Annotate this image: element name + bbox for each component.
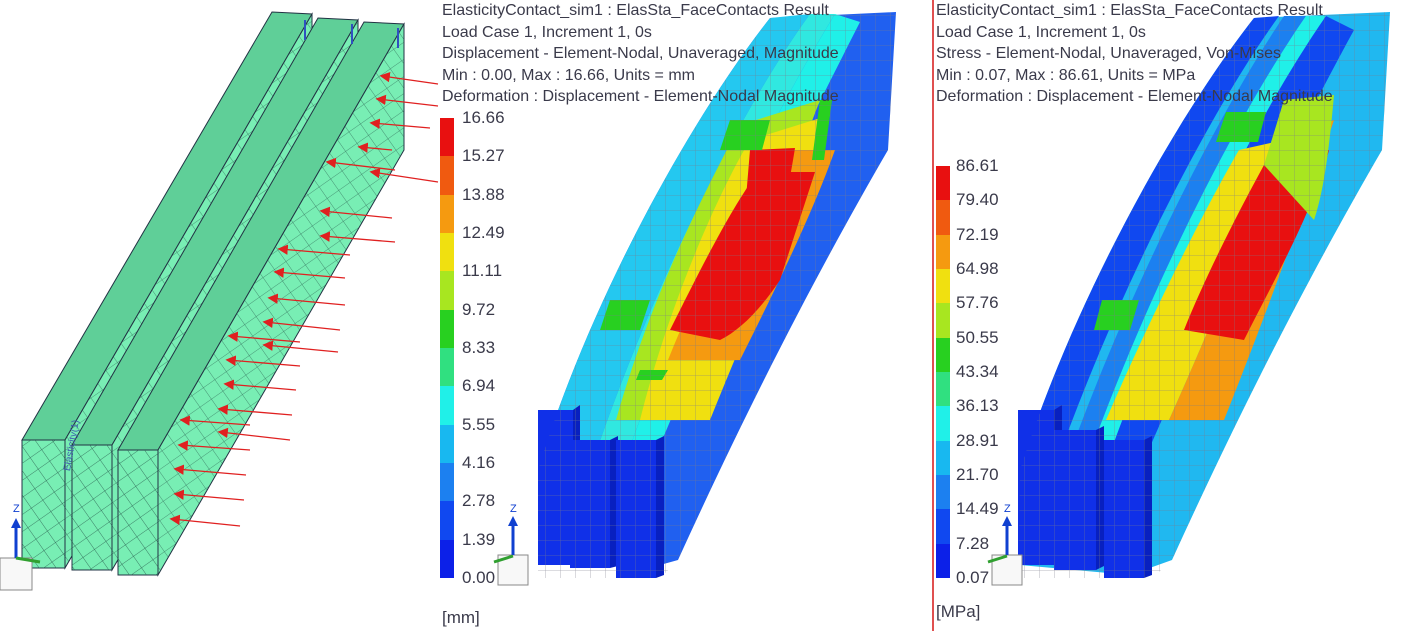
header-line-4: Min : 0.00, Max : 16.66, Units = mm <box>442 66 695 84</box>
stress-contour-graphic <box>987 12 1390 586</box>
legend-value: 14.49 <box>956 499 999 519</box>
legend-swatch <box>440 156 454 195</box>
triad-z-label: Z <box>510 503 517 515</box>
legend-swatch <box>936 303 950 338</box>
header-line-2: Load Case 1, Increment 1, 0s <box>442 23 652 41</box>
displacement-units: [mm] <box>442 608 480 627</box>
triad-z-label: Z <box>1004 503 1011 515</box>
legend-swatch <box>440 118 454 157</box>
header-line-1: ElasticityContact_sim1 : ElasSta_FaceCon… <box>442 2 829 19</box>
displacement-result-viewport[interactable]: ElasticityContact_sim1 : ElasSta_FaceCon… <box>440 0 932 631</box>
legend-swatch <box>440 501 454 540</box>
legend-value: 57.76 <box>956 293 999 313</box>
legend-swatch <box>936 440 950 475</box>
legend-value: 4.16 <box>462 453 496 472</box>
viewport-divider <box>932 0 934 631</box>
legend-swatch <box>440 347 454 387</box>
legend-value: 7.28 <box>956 533 990 553</box>
legend-value: 79.40 <box>956 190 999 210</box>
legend-swatch <box>936 474 950 510</box>
constraint-marks <box>304 20 399 48</box>
legend-swatch <box>936 337 950 372</box>
legend-swatch <box>440 386 454 425</box>
legend-value: 12.49 <box>462 223 505 242</box>
coordinate-triad <box>0 518 41 591</box>
legend-value: 64.98 <box>956 259 999 278</box>
legend-value: 50.55 <box>956 327 999 347</box>
header-line-4: Min : 0.07, Max : 86.61, Units = MPa <box>936 66 1196 84</box>
legend-swatch <box>936 234 950 269</box>
coordinate-triad <box>987 516 1023 586</box>
header-line-2: Load Case 1, Increment 1, 0s <box>936 23 1146 41</box>
stress-color-bar <box>936 166 950 578</box>
legend-swatch <box>936 371 950 407</box>
legend-value: 13.88 <box>462 184 505 204</box>
legend-value: 43.34 <box>956 362 999 381</box>
displacement-color-bar <box>440 118 454 578</box>
legend-value: 21.70 <box>956 465 999 484</box>
displacement-header: ElasticityContact_sim1 : ElasSta_FaceCon… <box>442 0 839 108</box>
legend-swatch <box>936 543 950 578</box>
legend-swatch <box>440 194 454 233</box>
legend-value: 6.94 <box>462 376 496 396</box>
legend-value: 8.33 <box>462 338 496 357</box>
legend-swatch <box>936 200 950 235</box>
legend-value: 5.55 <box>462 414 496 434</box>
legend-swatch <box>440 309 454 348</box>
coordinate-triad <box>493 516 529 586</box>
legend-swatch <box>440 424 454 463</box>
legend-swatch <box>936 268 950 304</box>
header-line-5: Deformation : Displacement - Element-Nod… <box>936 88 1333 105</box>
legend-value: 9.72 <box>462 299 496 319</box>
legend-value: 36.13 <box>956 396 999 416</box>
legend-swatch <box>440 232 454 272</box>
legend-value: 0.07 <box>956 568 990 587</box>
triad-z-label: Z <box>13 503 20 515</box>
displacement-contour-graphic <box>493 12 896 586</box>
legend-swatch <box>936 166 950 201</box>
header-line-3: Displacement - Element-Nodal, Unaveraged… <box>442 45 839 62</box>
header-line-3: Stress - Element-Nodal, Unaveraged, Von-… <box>936 45 1282 62</box>
undeformed-model-viewport[interactable]: Z Elasticity(1) <box>0 0 440 631</box>
stress-result-viewport[interactable]: ElasticityContact_sim1 : ElasSta_FaceCon… <box>934 0 1404 631</box>
legend-swatch <box>440 271 454 310</box>
undeformed-mesh-graphic <box>0 11 439 591</box>
legend-swatch <box>936 509 950 544</box>
legend-value: 15.27 <box>462 146 505 166</box>
legend-swatch <box>440 539 454 578</box>
header-line-1: ElasticityContact_sim1 : ElasSta_FaceCon… <box>936 2 1323 19</box>
legend-value: 11.11 <box>462 261 503 281</box>
legend-swatch <box>440 462 454 502</box>
legend-value: 16.66 <box>462 108 505 127</box>
legend-value: 2.78 <box>462 491 496 511</box>
header-line-5: Deformation : Displacement - Element-Nod… <box>442 88 839 105</box>
legend-value: 0.00 <box>462 568 496 587</box>
legend-value: 72.19 <box>956 224 999 244</box>
stress-units: [MPa] <box>936 602 981 621</box>
legend-value: 86.61 <box>956 156 999 175</box>
legend-value: 28.91 <box>956 430 999 450</box>
legend-swatch <box>936 406 950 441</box>
load-arrows <box>169 71 439 527</box>
stress-header: ElasticityContact_sim1 : ElasSta_FaceCon… <box>936 0 1333 108</box>
legend-value: 1.39 <box>462 529 496 549</box>
